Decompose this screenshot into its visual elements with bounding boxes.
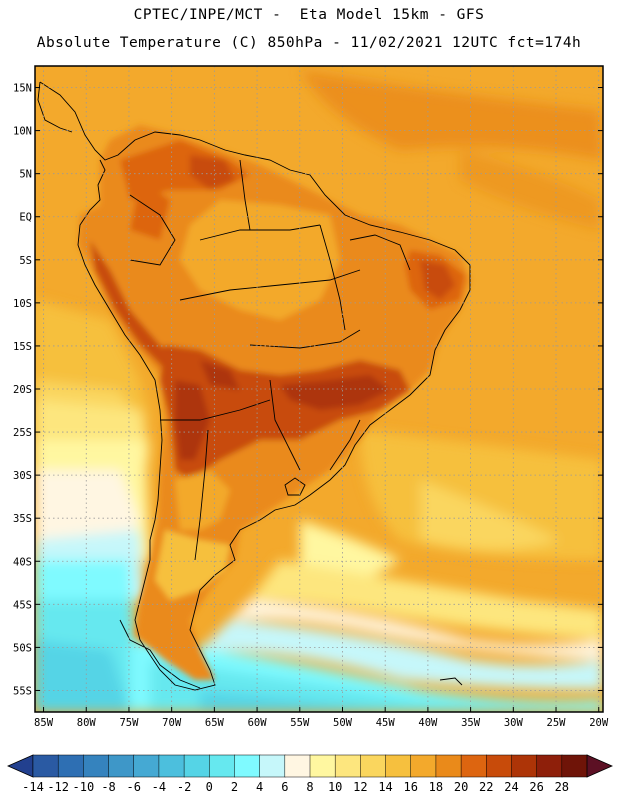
colorbar-label: 8: [306, 780, 313, 794]
lon-tick-label: 50W: [333, 717, 353, 729]
longitude-axis: 85W 80W 75W 70W 65W 60W 55W 50W 45W 40W 35W 30W 25W 2…: [34, 707, 609, 729]
colorbar-label: -10: [73, 780, 95, 794]
lat-tick-label: 15N: [13, 83, 32, 95]
lon-tick-label: 75W: [119, 717, 139, 729]
colorbar-label: 4: [256, 780, 263, 794]
colorbar-swatch: [209, 754, 236, 778]
lat-tick-label: 30S: [13, 470, 32, 482]
lat-tick-label: 10S: [13, 298, 32, 310]
colorbar-swatch: [108, 754, 135, 778]
colorbar-swatch: [385, 754, 412, 778]
lat-tick-label: 55S: [13, 685, 32, 697]
lat-tick-label: 5S: [19, 255, 32, 267]
colorbar-swatch: [536, 754, 563, 778]
colorbar-swatch: [561, 754, 588, 778]
lon-tick-label: 65W: [205, 717, 225, 729]
temperature-colorbar: [7, 754, 613, 778]
colorbar-swatch: [32, 754, 59, 778]
lat-tick-label: 25S: [13, 427, 32, 439]
colorbar-label: 22: [479, 780, 493, 794]
colorbar-label: 14: [378, 780, 392, 794]
lat-tick-label: 50S: [13, 642, 32, 654]
map-title: CPTEC/INPE/MCT - Eta Model 15km - GFS: [133, 7, 485, 23]
colorbar-swatch: [234, 754, 261, 778]
colorbar-extend-high: [586, 754, 613, 778]
colorbar-label: 0: [206, 780, 213, 794]
map-subtitle: Absolute Temperature (C) 850hPa - 11/02/…: [36, 35, 582, 51]
lon-tick-label: 85W: [34, 717, 54, 729]
colorbar-label: 12: [353, 780, 367, 794]
lon-tick-label: 55W: [290, 717, 310, 729]
colorbar-label: 6: [281, 780, 288, 794]
lon-tick-label: 40W: [418, 717, 438, 729]
colorbar-swatch: [410, 754, 437, 778]
colorbar-label: -4: [152, 780, 166, 794]
colorbar-swatch: [435, 754, 462, 778]
colorbar-label: 24: [504, 780, 518, 794]
colorbar-swatch: [511, 754, 538, 778]
lon-tick-label: 35W: [461, 717, 481, 729]
colorbar-label: 18: [429, 780, 443, 794]
colorbar-swatch: [259, 754, 286, 778]
colorbar-extend-low: [7, 754, 34, 778]
colorbar-label: 2: [231, 780, 238, 794]
lon-tick-label: 80W: [77, 717, 97, 729]
lon-tick-label: 25W: [547, 717, 567, 729]
lon-tick-label: 60W: [248, 717, 268, 729]
lat-tick-label: EQ: [19, 212, 32, 224]
lat-tick-label: 10N: [13, 126, 32, 138]
lat-tick-label: 15S: [13, 341, 32, 353]
lat-tick-label: 35S: [13, 513, 32, 525]
colorbar-label: -12: [47, 780, 69, 794]
colorbar-label: 16: [404, 780, 418, 794]
colorbar-swatch: [57, 754, 85, 778]
lat-tick-label: 45S: [13, 599, 32, 611]
colorbar-label: -8: [101, 780, 115, 794]
colorbar-swatch: [486, 754, 513, 778]
latitude-axis: 15N 10N 5N EQ 5S 10S 15S 20S 25S 30S 35S 40S 45S 50S 5…: [13, 83, 603, 697]
lat-tick-label: 40S: [13, 556, 32, 568]
map-gridlines: [35, 66, 603, 712]
colorbar-swatch: [158, 754, 185, 778]
lat-tick-label: 20S: [13, 384, 32, 396]
colorbar-swatch: [284, 754, 311, 778]
colorbar-label: 20: [454, 780, 468, 794]
lon-tick-label: 20W: [589, 717, 609, 729]
lon-tick-label: 70W: [162, 717, 182, 729]
colorbar-labels: -14 -12 -10 -8 -6 -4 -2 0 2 4 6 8 10 12 14 16 18 20 22 24 26…: [22, 780, 569, 794]
colorbar-label: -2: [177, 780, 191, 794]
colorbar-swatch: [360, 754, 387, 778]
colorbar-label: 26: [529, 780, 543, 794]
colorbar-label: -14: [22, 780, 44, 794]
lon-tick-label: 45W: [376, 717, 396, 729]
colorbar-swatch: [83, 754, 110, 778]
colorbar-swatch: [133, 754, 160, 778]
lon-tick-label: 30W: [504, 717, 524, 729]
lat-tick-label: 5N: [19, 169, 32, 181]
colorbar-swatch: [460, 754, 487, 778]
colorbar-swatch: [183, 754, 210, 778]
colorbar-swatch: [334, 754, 362, 778]
colorbar-label: -6: [127, 780, 141, 794]
coastline: [37, 81, 471, 691]
colorbar-swatch: [309, 754, 336, 778]
colorbar-label: 10: [328, 780, 342, 794]
colorbar-label: 28: [555, 780, 569, 794]
